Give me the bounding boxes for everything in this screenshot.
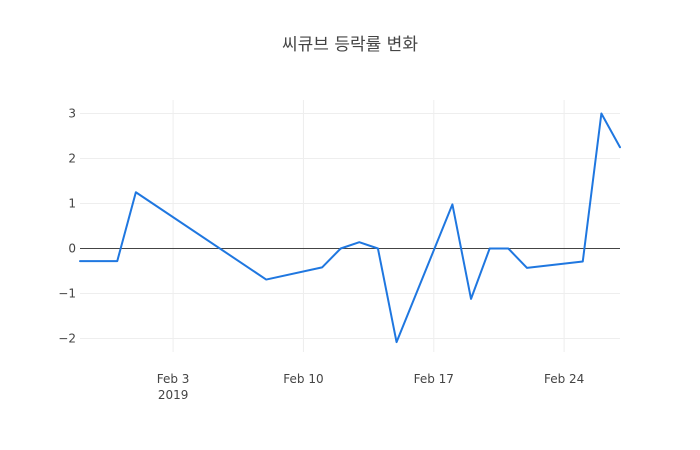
- series-line: [79, 112, 621, 344]
- y-tick-label: 2: [68, 152, 76, 166]
- x-tick-label: Feb 3: [157, 372, 190, 386]
- x-tick-label: Feb 17: [414, 372, 454, 386]
- y-tick-label: 1: [68, 197, 76, 211]
- y-tick-label: 0: [68, 242, 76, 256]
- x-tick-sublabel: 2019: [158, 388, 189, 402]
- y-tick-label: −2: [58, 332, 76, 346]
- y-tick-label: 3: [68, 107, 76, 121]
- chart-title: 씨큐브 등락률 변화: [282, 35, 418, 55]
- x-tick-label: Feb 24: [544, 372, 584, 386]
- y-tick-label: −1: [58, 287, 76, 301]
- x-tick-label: Feb 10: [283, 372, 323, 386]
- series-layer: [79, 112, 621, 344]
- grid-layer: [80, 100, 620, 352]
- axis-layer: Feb 3 2019 Feb 10 Feb 17 Feb 24 3 2 1 0 −1 −2: [58, 107, 620, 402]
